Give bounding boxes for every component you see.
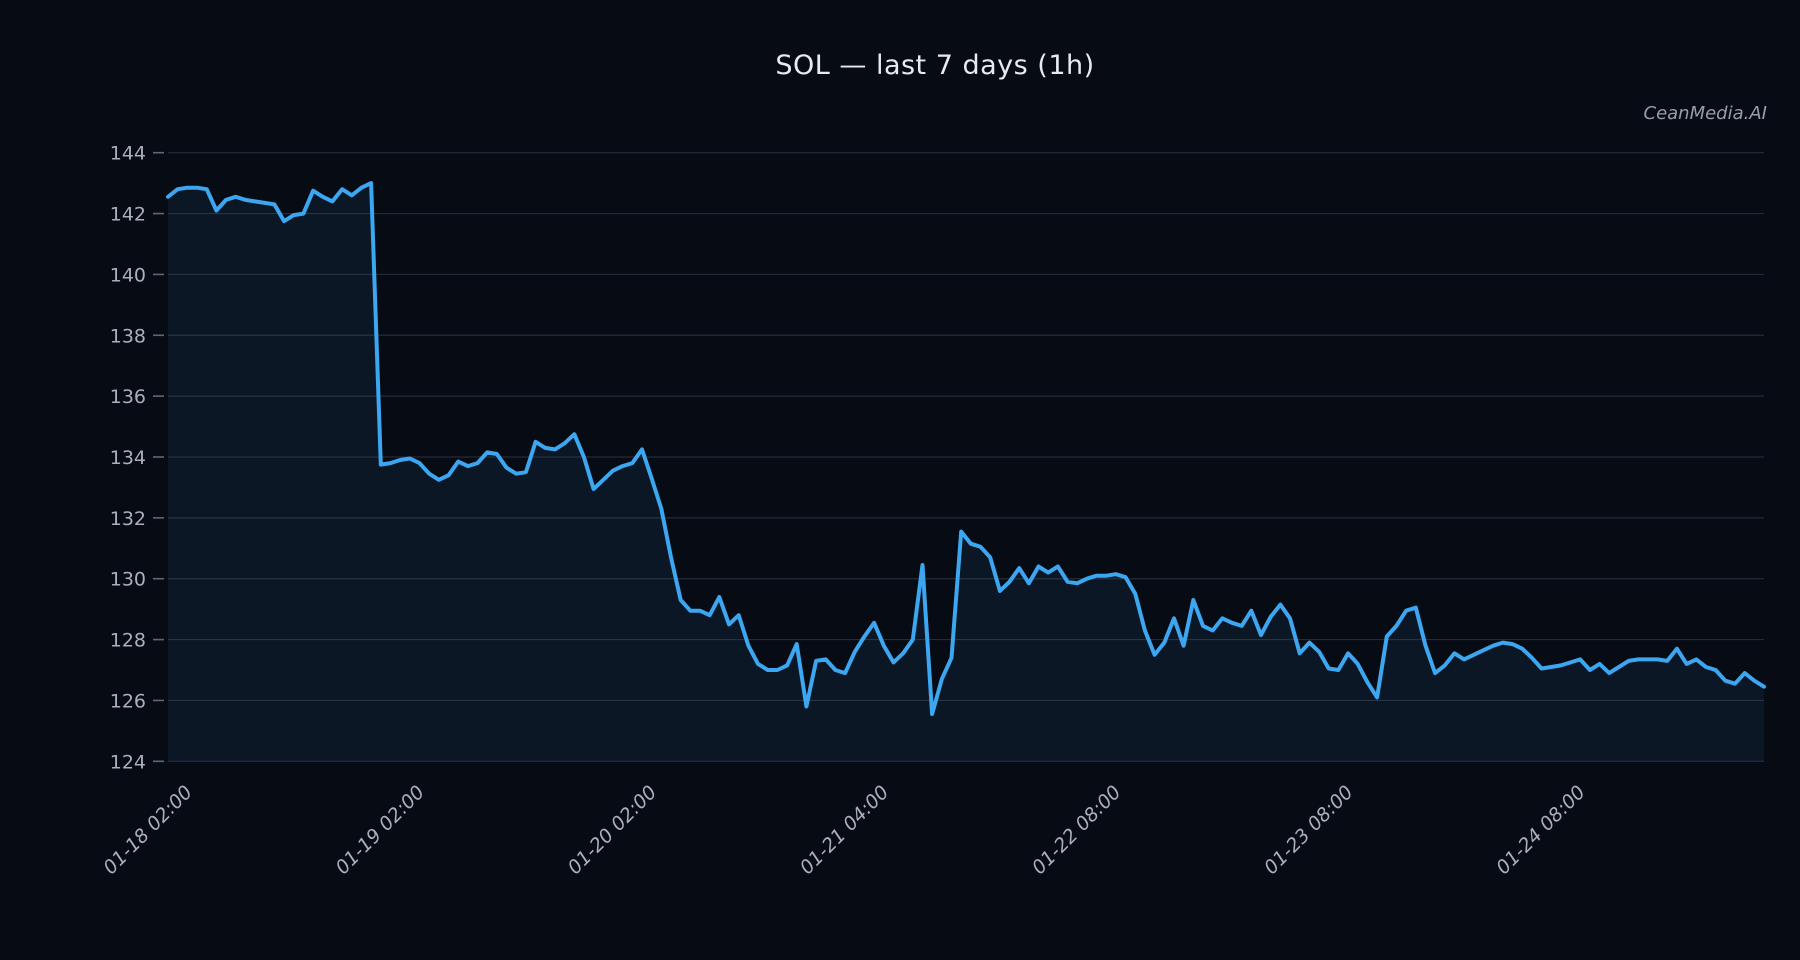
x-axis-label: 01-20 02:00 — [564, 781, 662, 879]
y-axis-label: 130 — [110, 569, 146, 591]
price-line — [166, 181, 1766, 717]
x-axis-label: 01-18 02:00 — [99, 781, 197, 879]
area-fill — [168, 183, 1764, 762]
y-axis-label: 124 — [110, 751, 146, 773]
chart-title: SOL — last 7 days (1h) — [775, 50, 1095, 81]
y-axis-label: 142 — [110, 204, 146, 226]
x-axis-label: 01-22 08:00 — [1028, 781, 1126, 879]
x-axis-label: 01-19 02:00 — [331, 781, 429, 879]
y-axis-label: 138 — [110, 325, 146, 347]
y-axis-label: 140 — [110, 264, 146, 286]
x-axis-label: 01-21 04:00 — [796, 781, 894, 879]
y-axis-label: 128 — [110, 630, 146, 652]
y-axis-label: 144 — [110, 143, 146, 165]
y-axis-label: 136 — [110, 386, 146, 408]
x-axis-label: 01-23 08:00 — [1260, 781, 1358, 879]
watermark: CeanMedia.AI — [1643, 103, 1768, 124]
y-axis-label: 132 — [110, 508, 146, 530]
y-axis-label: 126 — [110, 690, 146, 712]
x-axis-label: 01-24 08:00 — [1492, 781, 1590, 879]
y-axis-label: 134 — [110, 447, 146, 469]
